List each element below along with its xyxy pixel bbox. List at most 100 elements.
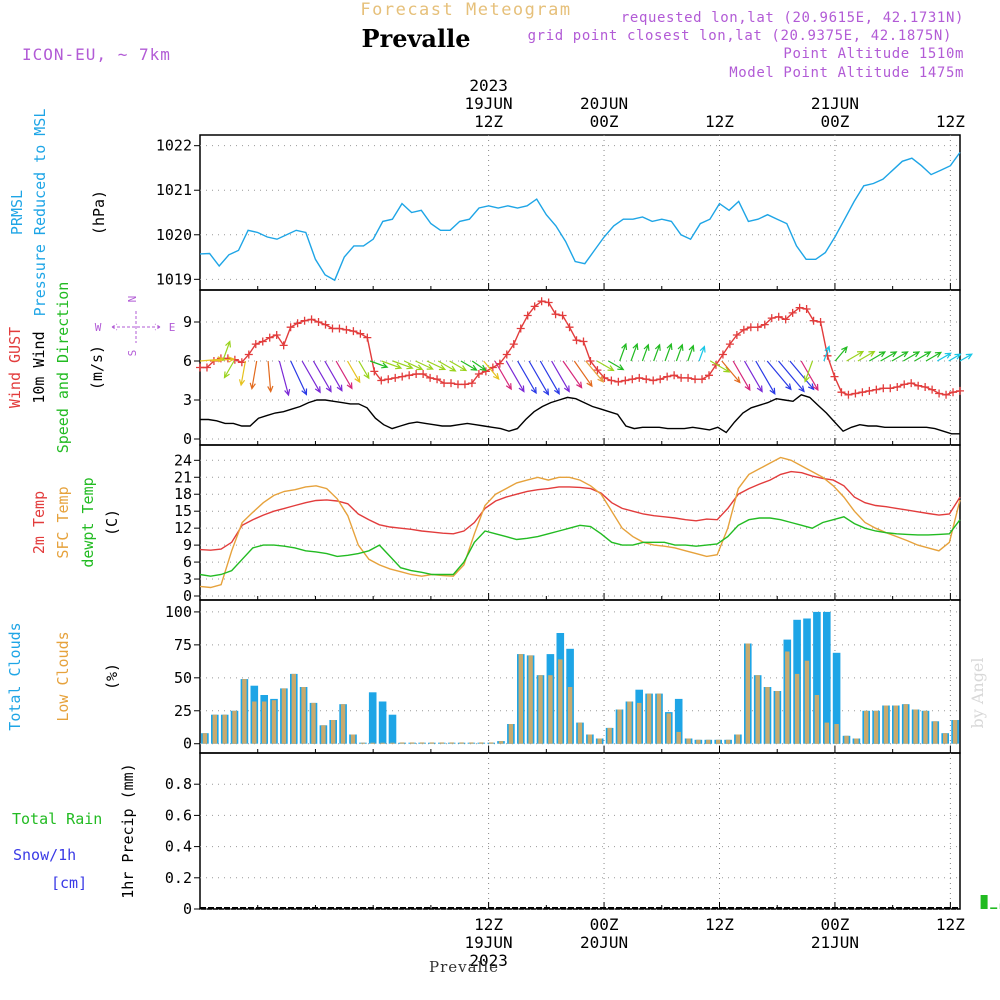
panel-label: 2m Temp [30, 491, 48, 554]
wind-arrow [358, 360, 370, 380]
precip-panel: 0 0.2 0.4 0.6 0.8 Total Rain Snow/1h [cm] 1hr Pr… [12, 752, 1000, 918]
low-cloud-bar [913, 709, 918, 744]
wind-gust-point [725, 340, 734, 349]
temp-tsfc-line [199, 456, 961, 589]
low-cloud-bar [271, 700, 277, 744]
clouds-panel: 0 25 50 75 100 Total Clouds Low Clouds (%) [6, 599, 961, 754]
wind-gust-point [809, 316, 818, 325]
panel-label: SFC Temp [54, 486, 72, 558]
panel-label: 10m Wind [30, 331, 48, 403]
low-cloud-bar [903, 704, 908, 744]
wind-arrow [778, 360, 805, 393]
wind-gust-point [265, 333, 274, 342]
wind-arrow [902, 351, 921, 362]
y-tick-label: 18 [174, 485, 192, 503]
total-cloud-bar [388, 714, 397, 744]
low-cloud-bar [508, 724, 514, 744]
wind-arrow [846, 350, 865, 362]
wind-gust-point [405, 371, 414, 380]
wind-gust-point [774, 312, 783, 321]
wind-arrow [562, 360, 583, 389]
bottom-tick-label: 12Z [474, 915, 503, 934]
wind-arrow [800, 360, 819, 392]
wind-gust-point [746, 323, 755, 332]
wind-gust-point [956, 386, 964, 395]
wind-gust-point [621, 376, 630, 385]
y-tick-label: 0 [183, 587, 192, 605]
wind-arrow [403, 360, 424, 371]
y-tick-label: 75 [174, 636, 192, 654]
y-tick-label: 3 [183, 391, 192, 409]
wind-arrow [528, 360, 550, 396]
compass-rose: N S W E [95, 296, 176, 357]
wind-gust-point [495, 359, 504, 368]
wind-gust-point [858, 388, 867, 397]
wind-arrow [755, 360, 776, 396]
wind-gust-point [349, 327, 358, 336]
model-label: ICON-EU, ~ 7km [22, 45, 171, 64]
bottom-tick-label: 00Z [590, 915, 619, 934]
y-tick-label: 9 [183, 313, 192, 331]
wind-gust-point [453, 380, 462, 389]
wind-arrow [505, 360, 525, 393]
wind-arrow [381, 360, 403, 370]
bottom-tick-label: 12Z [705, 915, 734, 934]
wind-arrow [551, 360, 570, 393]
wind-arrow [346, 360, 361, 384]
top-tick-label: 12Z [936, 112, 965, 131]
low-cloud-bar [716, 739, 721, 744]
wind-arrow [743, 360, 763, 393]
wind-gust-point [816, 318, 825, 326]
wind-arrow [267, 360, 274, 393]
total-cloud-bar [674, 698, 683, 744]
low-cloud-bar [745, 643, 750, 744]
wind-gust-point [949, 388, 958, 397]
wind-gust-point [900, 380, 909, 389]
y-tick-label: 21 [174, 468, 192, 486]
wind-gust-point [704, 371, 713, 380]
wind-arrow [460, 360, 478, 371]
panel-label: (m/s) [88, 345, 106, 390]
panel-label: (C) [103, 509, 121, 536]
low-cloud-bar [676, 731, 681, 744]
low-cloud-bar [607, 727, 612, 744]
wind-arrow [619, 342, 628, 362]
low-cloud-bar [952, 720, 958, 744]
low-cloud-bar [923, 710, 928, 744]
wind-arrow [324, 360, 343, 392]
wind-gust-point [433, 375, 442, 384]
wind-gust-point [893, 383, 902, 391]
wind-arrow [415, 360, 434, 370]
low-cloud-bar [331, 720, 336, 744]
rain-bar [980, 895, 988, 909]
wind-gust-point [886, 384, 895, 393]
low-cloud-bar [587, 734, 593, 744]
wind-gust-point [202, 363, 211, 372]
panel-frame [199, 444, 961, 601]
pressure-panel: 1019 1020 1021 1022 PRMSL Pressure Reduced to… [8, 109, 961, 316]
y-tick-label: 24 [174, 451, 192, 469]
y-tick-label: 0.6 [165, 806, 192, 824]
wind-arrow [664, 342, 673, 362]
low-cloud-bar [390, 742, 395, 744]
supertitle: Forecast Meteogram [360, 0, 571, 20]
panel-label: (%) [103, 663, 121, 690]
wind-gust-point [739, 325, 748, 334]
low-cloud-bar [419, 742, 425, 744]
wind-gust-point [279, 341, 288, 350]
wind-gust-point [321, 320, 330, 329]
wind-gust-point [914, 381, 923, 390]
top-tick-label: 12Z [474, 112, 503, 131]
wind-gust-point [426, 373, 435, 382]
wind-gust-point [328, 324, 337, 333]
low-cloud-bar [350, 734, 356, 744]
bottom-tick-label: 19JUN [465, 933, 513, 952]
bottom-tick-label: 21JUN [811, 933, 859, 952]
y-tick-label: 12 [174, 519, 192, 537]
wind-arrow [573, 360, 593, 388]
wind-arrow [517, 360, 537, 395]
low-cloud-bar [291, 673, 296, 744]
y-tick-label: 100 [165, 603, 192, 621]
wind-gust-point [356, 329, 365, 338]
wind-gust-point [530, 302, 539, 311]
